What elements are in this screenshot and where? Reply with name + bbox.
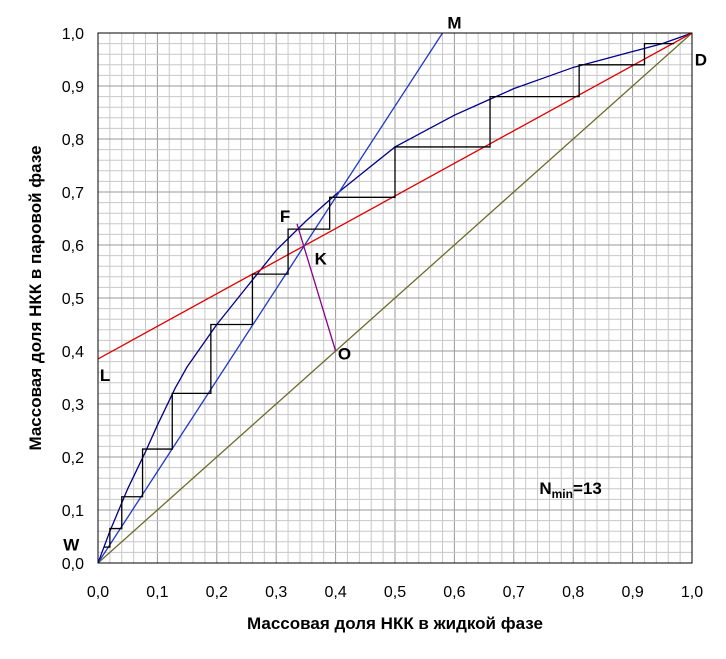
- x-tick-label: 0,0: [87, 584, 109, 601]
- y-tick-label: 0,3: [62, 397, 84, 414]
- diagonal-line: [98, 33, 692, 563]
- y-axis-title: Массовая доля НКК в паровой фазе: [26, 145, 45, 450]
- x-tick-label: 0,3: [265, 584, 287, 601]
- stages-line: [103, 42, 675, 548]
- x-tick-label: 0,8: [562, 584, 584, 601]
- x-tick-label: 0,9: [621, 584, 643, 601]
- nmin-value: =13: [573, 479, 602, 498]
- stripping-operating-line-line: [98, 33, 444, 563]
- x-tick-label: 0,7: [503, 584, 525, 601]
- x-tick-label: 1,0: [681, 584, 703, 601]
- point-label-k: K: [315, 249, 328, 268]
- x-axis-title: Массовая доля НКК в жидкой фазе: [247, 614, 543, 633]
- nmin-subscript: min: [552, 487, 573, 501]
- point-label-m: M: [447, 13, 461, 32]
- y-tick-label: 1,0: [62, 26, 84, 43]
- x-tick-label: 0,4: [324, 584, 346, 601]
- feed-line-line: [296, 223, 337, 352]
- y-tick-label: 0,1: [62, 503, 84, 520]
- chart-series: [98, 33, 692, 563]
- y-tick-label: 0,2: [62, 450, 84, 467]
- point-label-d: D: [695, 51, 707, 70]
- y-tick-labels: 0,0 0,1 0,2 0,3 0,4 0,5 0,6 0,7 0,8 0,9 1,0: [62, 26, 84, 573]
- x-tick-label: 0,5: [384, 584, 406, 601]
- point-label-f: F: [280, 207, 290, 226]
- x-tick-label: 0,1: [146, 584, 168, 601]
- point-label-w: W: [63, 535, 80, 554]
- x-tick-label: 0,2: [206, 584, 228, 601]
- y-tick-label: 0,9: [62, 79, 84, 96]
- y-tick-label: 0,5: [62, 291, 84, 308]
- point-label-l: L: [100, 366, 110, 385]
- x-tick-label: 0,6: [443, 584, 465, 601]
- nmin-label: N: [539, 479, 551, 498]
- point-label-o: O: [338, 345, 351, 364]
- equilibrium-line: [98, 33, 692, 563]
- x-tick-labels: 0,0 0,1 0,2 0,3 0,4 0,5 0,6 0,7 0,8 0,9 1,0: [87, 584, 703, 601]
- y-tick-label: 0,8: [62, 132, 84, 149]
- y-tick-label: 0,0: [62, 556, 84, 573]
- y-tick-label: 0,6: [62, 238, 84, 255]
- point-labels: M D F K O L W: [63, 13, 707, 554]
- plot-frame: [97, 32, 693, 564]
- nmin-annotation: Nmin=13: [539, 479, 601, 501]
- y-tick-label: 0,4: [62, 344, 84, 361]
- y-tick-label: 0,7: [62, 185, 84, 202]
